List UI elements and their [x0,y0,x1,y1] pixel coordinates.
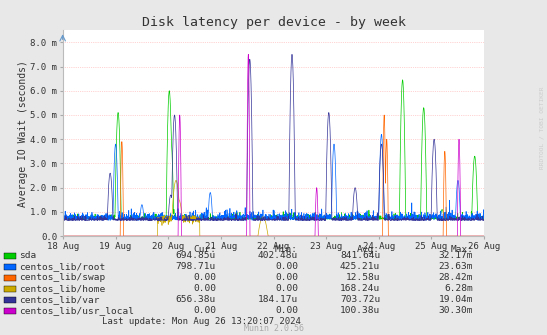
Text: 402.48u: 402.48u [258,251,298,260]
Text: 6.28m: 6.28m [444,284,473,293]
Text: 19.04m: 19.04m [439,295,473,304]
Text: Min:: Min: [275,245,298,254]
Text: 425.21u: 425.21u [340,262,380,271]
Y-axis label: Average IO Wait (seconds): Average IO Wait (seconds) [18,60,28,207]
Text: 656.38u: 656.38u [176,295,216,304]
Text: 0.00: 0.00 [193,273,216,282]
Text: 0.00: 0.00 [275,262,298,271]
Text: 184.17u: 184.17u [258,295,298,304]
Text: sda: sda [19,251,37,260]
Text: 0.00: 0.00 [275,307,298,315]
Text: centos_lib/home: centos_lib/home [19,284,106,293]
Text: centos_lib/usr_local: centos_lib/usr_local [19,307,134,315]
Text: 28.42m: 28.42m [439,273,473,282]
Text: centos_lib/var: centos_lib/var [19,295,100,304]
Text: 0.00: 0.00 [275,284,298,293]
Text: 30.30m: 30.30m [439,307,473,315]
Text: 841.64u: 841.64u [340,251,380,260]
Text: 703.72u: 703.72u [340,295,380,304]
Text: 32.17m: 32.17m [439,251,473,260]
Text: centos_lib/root: centos_lib/root [19,262,106,271]
Text: Munin 2.0.56: Munin 2.0.56 [243,324,304,333]
Text: 0.00: 0.00 [193,284,216,293]
Text: centos_lib/swap: centos_lib/swap [19,273,106,282]
Text: 12.58u: 12.58u [346,273,380,282]
Text: 100.38u: 100.38u [340,307,380,315]
Text: 0.00: 0.00 [275,273,298,282]
Text: Last update: Mon Aug 26 13:20:07 2024: Last update: Mon Aug 26 13:20:07 2024 [102,317,301,326]
Title: Disk latency per device - by week: Disk latency per device - by week [142,16,405,29]
Text: Avg:: Avg: [357,245,380,254]
Text: 23.63m: 23.63m [439,262,473,271]
Text: 0.00: 0.00 [193,307,216,315]
Text: 798.71u: 798.71u [176,262,216,271]
Text: RRDTOOL / TOBI OETIKER: RRDTOOL / TOBI OETIKER [539,86,544,169]
Text: Cur:: Cur: [193,245,216,254]
Text: 694.85u: 694.85u [176,251,216,260]
Text: Max:: Max: [450,245,473,254]
Text: 168.24u: 168.24u [340,284,380,293]
